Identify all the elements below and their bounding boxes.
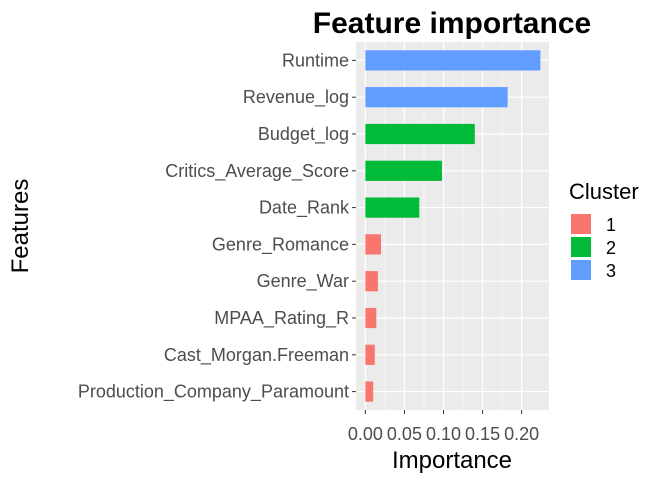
bar-runtime (365, 50, 541, 71)
legend: Cluster 1 2 3 (569, 179, 639, 281)
bar-critics-average-score (365, 160, 442, 181)
x-ticks (364, 410, 523, 414)
legend-swatch-2 (571, 237, 591, 257)
category-label: Critics_Average_Score (165, 161, 349, 182)
legend-label-1: 1 (606, 215, 616, 235)
category-label: Genre_Romance (212, 234, 349, 255)
x-tick-label: 0.00 (348, 424, 383, 444)
category-label: Cast_Morgan.Freeman (164, 345, 349, 366)
bar-mpaa-rating-r (365, 307, 377, 329)
bar-revenue-log (365, 87, 508, 108)
legend-title: Cluster (569, 179, 639, 204)
bar-cast-morgan-freeman (365, 344, 375, 365)
x-tick-label: 0.05 (387, 424, 422, 444)
category-label: Budget_log (258, 124, 349, 145)
legend-label-3: 3 (606, 261, 616, 281)
bar-budget-log (365, 123, 475, 145)
y-axis-title: Features (7, 179, 34, 274)
bar-genre-romance (365, 234, 382, 255)
category-label: Production_Company_Paramount (78, 382, 349, 403)
bar-date-rank (365, 197, 420, 218)
chart-title: Feature importance (313, 7, 591, 40)
category-label: Revenue_log (243, 87, 349, 108)
bars (365, 50, 541, 402)
y-ticks (352, 59, 356, 393)
x-tick-label: 0.20 (504, 424, 539, 444)
legend-swatch-1 (571, 214, 591, 234)
bar-genre-war (365, 271, 378, 292)
x-tick-label: 0.10 (426, 424, 461, 444)
legend-swatch-3 (571, 260, 591, 280)
category-label: Genre_War (257, 271, 349, 292)
x-axis-title: Importance (392, 447, 512, 474)
category-label: Date_Rank (259, 198, 350, 219)
category-labels: Runtime Revenue_log Budget_log Critics_Aver… (78, 50, 350, 402)
category-label: Runtime (282, 50, 349, 70)
legend-label-2: 2 (606, 238, 616, 258)
category-label: MPAA_Rating_R (214, 308, 349, 329)
x-tick-labels: 0.00 0.05 0.10 0.15 0.20 (348, 424, 539, 444)
bar-production-company-paramount (365, 381, 374, 402)
x-tick-label: 0.15 (465, 424, 500, 444)
